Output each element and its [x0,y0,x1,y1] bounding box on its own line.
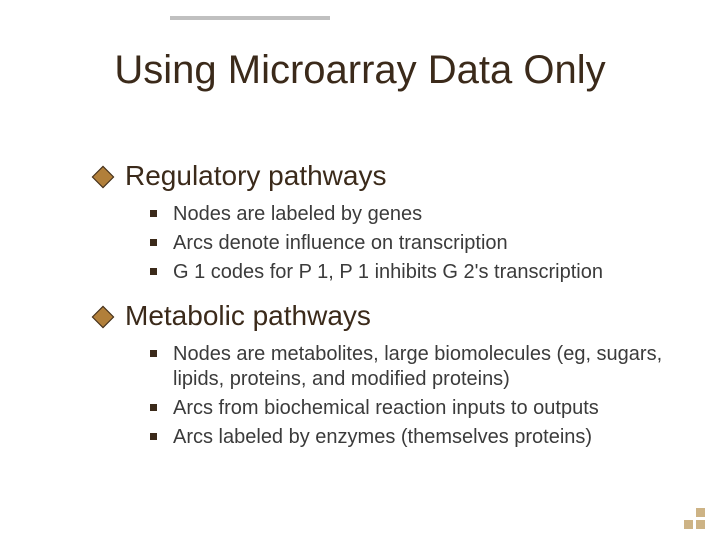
list-item-text: Arcs denote influence on transcription [173,231,670,256]
square-bullet-icon [150,210,157,217]
section-metabolic: Metabolic pathways [95,300,371,332]
list-item: Nodes are metabolites, large biomolecule… [150,342,670,392]
list-item-text: G 1 codes for P 1, P 1 inhibits G 2's tr… [173,260,670,285]
section-label: Regulatory pathways [125,160,386,192]
list-item: Arcs labeled by enzymes (themselves prot… [150,425,670,450]
list-item: Arcs denote influence on transcription [150,231,670,256]
section-label: Metabolic pathways [125,300,371,332]
square-bullet-icon [150,433,157,440]
slide-title: Using Microarray Data Only [0,48,720,93]
square-bullet-icon [150,350,157,357]
diamond-bullet-icon [92,166,115,189]
sublist-metabolic: Nodes are metabolites, large biomolecule… [150,342,670,454]
corner-decoration-icon [684,508,706,530]
slide: Using Microarray Data Only Regulatory pa… [0,0,720,540]
square-bullet-icon [150,239,157,246]
list-item-text: Nodes are labeled by genes [173,202,670,227]
diamond-bullet-icon [92,306,115,329]
square-bullet-icon [150,268,157,275]
list-item: Nodes are labeled by genes [150,202,670,227]
sublist-regulatory: Nodes are labeled by genes Arcs denote i… [150,202,670,289]
list-item-text: Arcs from biochemical reaction inputs to… [173,396,670,421]
section-regulatory: Regulatory pathways [95,160,386,192]
square-bullet-icon [150,404,157,411]
list-item-text: Arcs labeled by enzymes (themselves prot… [173,425,670,450]
list-item: G 1 codes for P 1, P 1 inhibits G 2's tr… [150,260,670,285]
list-item: Arcs from biochemical reaction inputs to… [150,396,670,421]
list-item-text: Nodes are metabolites, large biomolecule… [173,342,670,392]
top-accent-line [170,16,330,20]
